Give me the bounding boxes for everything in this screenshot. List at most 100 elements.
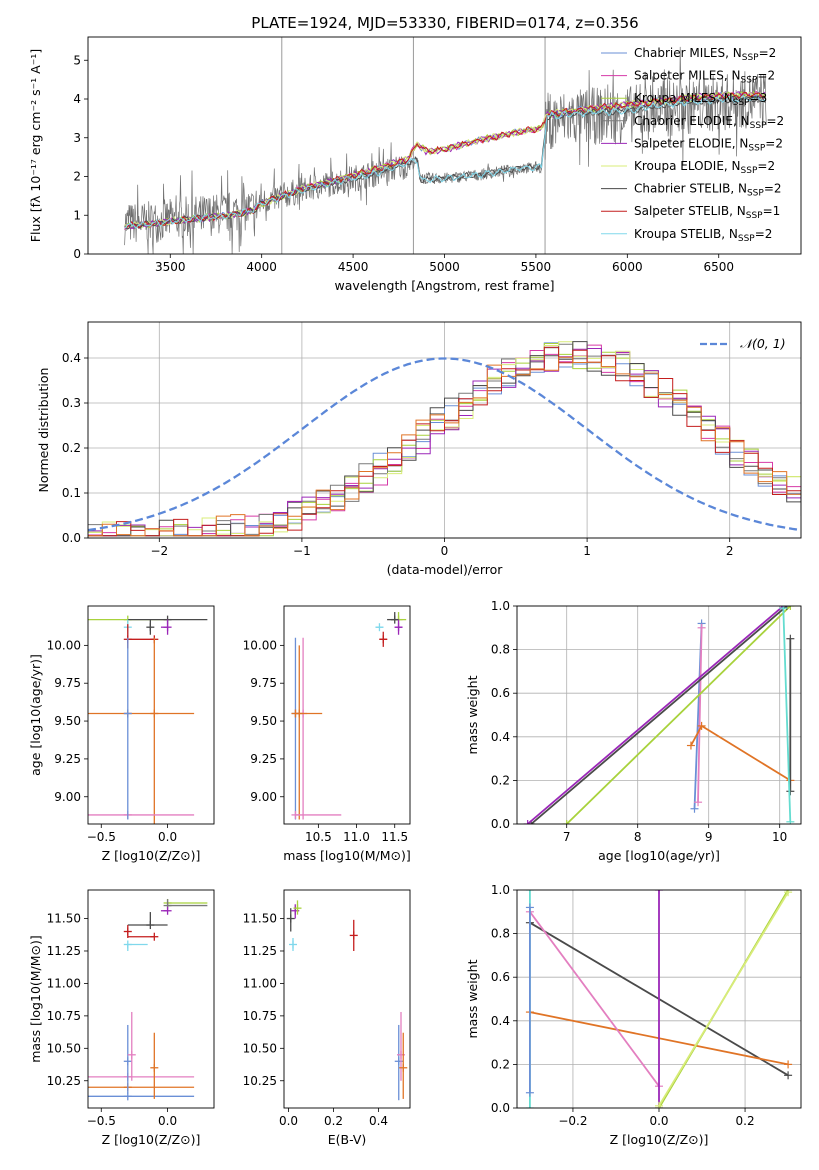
x-tick-label: −0.5: [87, 1114, 116, 1128]
age_vs_z-plot: [88, 615, 208, 824]
y-tick-label: 0.4: [491, 1014, 510, 1028]
data-point: [387, 612, 399, 624]
x-tick-label: −2: [150, 544, 168, 558]
y-tick-label: 0.2: [491, 773, 510, 787]
weight_vs_age-plot: [523, 606, 795, 824]
y-tick-label: 11.50: [47, 912, 81, 926]
x-tick-label: −0.2: [558, 1114, 587, 1128]
data-point: [291, 810, 342, 819]
y-tick-label: 10.25: [243, 1074, 277, 1088]
y-axis-label: Normed distribution: [36, 368, 51, 493]
x-tick-label: 11.0: [343, 830, 370, 844]
legend-suffix: =2: [764, 182, 782, 196]
legend-entry: Salpeter MILES, NSSP=2: [634, 69, 775, 86]
data-point: [399, 1032, 408, 1099]
weight-line-teal: [782, 608, 792, 822]
y-tick-label: 11.00: [47, 976, 81, 990]
legend-suffix: =2: [766, 114, 784, 128]
legend-label: Chabrier ELODIE, N: [634, 114, 750, 128]
mass_vs_z-panel: −0.5 0.0 10.25 10.50 10.75 11.00 11.25 11.50 Z […: [28, 889, 215, 1147]
residual-hist-s_elodie: [88, 348, 801, 537]
y-tick-label: 9.00: [54, 790, 81, 804]
age_vs_mass-panel: 10.5 11.0 11.5 9.00 9.25 9.50 9.75 10.00 mass [l…: [243, 605, 411, 863]
x-tick-label: 6500: [703, 260, 734, 274]
y-tick-label: 9.25: [54, 752, 81, 766]
y-tick-label: 2: [73, 170, 81, 184]
y-tick-label: 10.50: [243, 1041, 277, 1055]
y-tick-label: 0.2: [62, 441, 81, 455]
y-tick-label: 0.2: [491, 1057, 510, 1071]
y-tick-label: 0.4: [491, 730, 510, 744]
age_vs_z-panel: −0.5 0.0 9.00 9.25 9.50 9.75 10.00 Z [log10(Z/Z…: [28, 605, 215, 863]
y-tick-label: 9.50: [54, 714, 81, 728]
data-point: [146, 619, 155, 635]
y-tick-label: 0.6: [491, 686, 510, 700]
y-tick-label: 10.00: [243, 638, 277, 652]
y-tick-label: 0.8: [491, 643, 510, 657]
y-tick-label: 11.25: [243, 944, 277, 958]
x-axis-label: (data-model)/error: [387, 562, 504, 577]
x-axis-label: age [log10(age/yr)]: [598, 848, 720, 863]
axes-frame: [516, 605, 802, 825]
data-point: [160, 619, 172, 635]
x-axis-label: mass [log10(M/M⊙)]: [283, 848, 411, 863]
data-point: [375, 623, 384, 632]
data-point: [160, 906, 172, 915]
x-tick-label: 0.0: [158, 830, 177, 844]
axes-frame: [87, 889, 215, 1109]
axes-frame: [283, 605, 411, 825]
residuals-plot: [88, 341, 801, 537]
legend-suffix: =2: [757, 69, 775, 83]
y-axis-label: Flux [fλ 10⁻¹⁷ erg cm⁻² s⁻¹ A⁻¹]: [28, 49, 43, 242]
legend-sub: SSP: [746, 211, 763, 221]
model-spectrum-k_stelib: [124, 94, 766, 229]
legend-label: Kroupa STELIB, N: [634, 227, 738, 241]
legend-entry: Kroupa MILES, NSSP=3: [634, 91, 767, 108]
x-axis-label: Z [log10(Z/Z⊙)]: [610, 1132, 709, 1147]
legend-label: Chabrier STELIB, N: [634, 182, 747, 196]
y-tick-label: 1.0: [491, 599, 510, 613]
residual-hist-s_stelib: [88, 346, 801, 537]
data-point: [88, 1083, 195, 1092]
y-tick-label: 10.50: [47, 1041, 81, 1055]
data-point: [88, 709, 195, 718]
legend-entry: Kroupa ELODIE, NSSP=2: [634, 159, 775, 176]
data-point: [379, 631, 388, 647]
y-axis-label: age [log10(age/yr)]: [28, 654, 43, 776]
y-tick-label: 5: [73, 53, 81, 67]
data-point: [150, 637, 159, 824]
legend-sub: SSP: [742, 53, 759, 63]
x-tick-label: 0.0: [649, 1114, 668, 1128]
y-tick-label: 0.0: [491, 817, 510, 831]
data-point: [299, 637, 308, 820]
data-point: [123, 637, 132, 820]
legend-entry: 𝒩(0, 1): [740, 336, 786, 351]
mass_vs_ebv-plot: [286, 900, 408, 1101]
axes-frame: [516, 889, 802, 1109]
residuals-panel: −2 −1 0 1 2 0.0 0.1 0.2 0.3 0.4 (data-model)/error…: [36, 321, 802, 577]
legend-sub: SSP: [741, 166, 758, 176]
data-point: [127, 932, 159, 941]
legend-sub: SSP: [741, 76, 758, 86]
y-tick-label: 0.8: [491, 927, 510, 941]
axes-frame: [283, 889, 411, 1109]
y-axis-label: mass [log10(M/M⊙)]: [28, 935, 43, 1063]
x-tick-label: 2: [726, 544, 734, 558]
legend-suffix: =2: [755, 227, 773, 241]
y-tick-label: 0.4: [62, 351, 81, 365]
weight_vs_z-plot: [525, 890, 793, 1108]
y-tick-label: 11.00: [243, 976, 277, 990]
x-tick-label: 10.5: [305, 830, 332, 844]
figure-title: PLATE=1924, MJD=53330, FIBERID=0174, z=0…: [251, 14, 638, 32]
data-point: [123, 1024, 132, 1094]
y-tick-label: 1: [73, 208, 81, 222]
y-tick-label: 10.75: [243, 1009, 277, 1023]
data-point: [163, 899, 208, 910]
y-tick-label: 9.25: [250, 752, 277, 766]
axes-frame: [87, 605, 215, 825]
legend-sub: SSP: [733, 98, 750, 108]
x-axis-label: wavelength [Angstrom, rest frame]: [334, 278, 554, 293]
model-spectrum-k_miles: [124, 90, 766, 229]
legend-entry: Kroupa STELIB, NSSP=2: [634, 227, 772, 244]
